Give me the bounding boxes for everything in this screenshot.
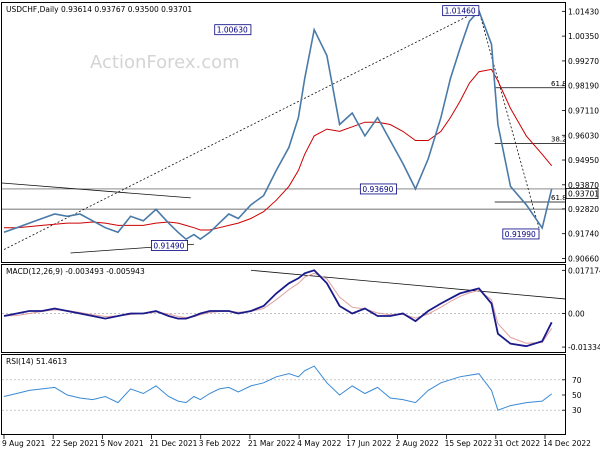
- x-tick-label: 5 Nov 2021: [100, 439, 143, 448]
- rsi-line: [3, 365, 553, 411]
- rsi-y-tick-label: 70: [572, 376, 582, 385]
- price-line: [3, 9, 553, 241]
- price-annotation-box: [151, 240, 189, 251]
- channel-line-upper: [1, 182, 191, 199]
- rsi-y-tick-label: 50: [572, 391, 582, 400]
- rsi-panel-title: RSI(14) 51.4613: [6, 357, 67, 366]
- macd-line: [3, 269, 553, 348]
- watermark: ActionForex.com: [90, 52, 240, 73]
- price-annotation-box: [359, 183, 397, 195]
- price-annotation-box: [442, 5, 480, 17]
- fib-level-label: 61.8: [551, 80, 567, 88]
- price-annotation-label: 0.91490: [153, 241, 184, 250]
- x-tick-label: 4 May 2022: [297, 439, 341, 448]
- price-y-tick-label: 0.90660: [568, 254, 599, 263]
- rsi-y-tick-label: 30: [572, 406, 582, 415]
- rsi-y-axis: 70 50 30: [562, 376, 582, 415]
- x-tick-label: 9 Aug 2021: [2, 439, 45, 448]
- price-y-tick-label: 0.96030: [568, 131, 599, 140]
- price-y-tick-label: 0.94950: [568, 156, 599, 165]
- price-y-tick-label: 0.91740: [568, 230, 599, 239]
- x-axis: 9 Aug 2021 22 Sep 2021 5 Nov 2021 21 Dec 20…: [2, 435, 591, 448]
- price-y-axis: 1.01430 1.00350 0.99270 0.98190 0.97110 0.960…: [562, 7, 599, 263]
- price-y-tick-label: 0.99270: [568, 57, 599, 66]
- x-tick-label: 3 Feb 2022: [199, 439, 241, 448]
- price-annotation-label: 1.01460: [445, 7, 476, 16]
- price-panel-frame: [1, 2, 566, 263]
- price-y-tick-label: 0.92820: [568, 205, 599, 214]
- x-tick-label: 14 Dec 2022: [543, 439, 591, 448]
- x-tick-label: 22 Sep 2021: [51, 439, 99, 448]
- price-annotation-box: [214, 24, 252, 36]
- macd-y-tick-label: -0.01334: [568, 343, 600, 352]
- x-tick-label: 31 Oct 2022: [494, 439, 541, 448]
- fib-level-label: 61.8: [551, 194, 567, 202]
- price-series: [3, 9, 553, 241]
- macd-y-tick-label: 0.017174: [568, 266, 600, 275]
- price-annotation-label: 0.91990: [505, 230, 536, 239]
- price-y-tick-label: 0.98190: [568, 82, 599, 91]
- x-tick-label: 21 Mar 2022: [248, 439, 296, 448]
- price-panel-title: USDCHF,Daily 0.93614 0.93767 0.93500 0.9…: [6, 5, 192, 14]
- price-annotation-label: 0.93690: [362, 185, 393, 194]
- price-annotations: 1.00630 1.01460 0.93690 0.91490 0.91990: [151, 5, 540, 251]
- sma-line: [4, 68, 553, 231]
- macd-signal-line: [3, 272, 553, 344]
- macd-series: [2, 269, 566, 348]
- price-annotation-label: 1.00630: [217, 26, 248, 35]
- dotted-trend-line-down: [478, 10, 540, 229]
- x-tick-label: 21 Dec 2021: [150, 439, 198, 448]
- last-value-tag: 0.93701: [568, 190, 599, 199]
- fib-level-label: 38.2: [551, 136, 567, 144]
- fib-levels: 61.8 38.2 61.8: [494, 80, 567, 203]
- price-y-tick-label: 0.93870: [568, 181, 599, 190]
- price-y-tick-label: 1.01430: [568, 7, 599, 16]
- dotted-trend-line-up: [3, 10, 480, 250]
- macd-panel-title: MACD(12,26,9) -0.003493 -0.005943: [6, 267, 145, 276]
- rsi-panel-frame: [1, 354, 566, 435]
- macd-panel-frame: [1, 264, 566, 353]
- price-y-tick-label: 0.97110: [568, 106, 599, 115]
- x-tick-label: 17 Jun 2022: [346, 439, 391, 448]
- price-annotation-box: [502, 228, 540, 240]
- rsi-series: [2, 365, 565, 411]
- price-y-tick-label: 1.00350: [568, 32, 599, 41]
- x-tick-label: 2 Aug 2022: [395, 439, 438, 448]
- macd-y-tick-label: 0.00: [568, 310, 585, 319]
- macd-y-axis: 0.017174 0.00 -0.01334: [562, 266, 600, 352]
- last-value-tag-box: [565, 188, 599, 199]
- x-tick-label: 15 Sep 2022: [445, 439, 493, 448]
- price-grid: [2, 188, 565, 210]
